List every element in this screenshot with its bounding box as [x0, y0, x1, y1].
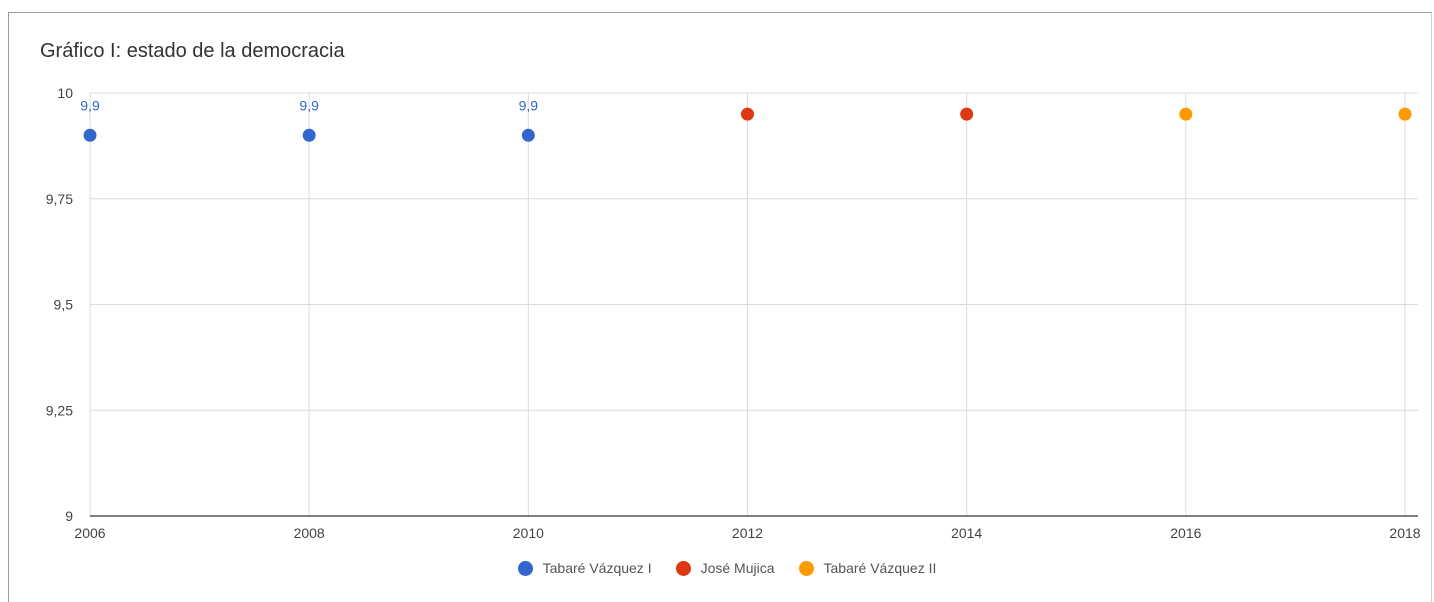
- data-point: [521, 128, 535, 142]
- horizontal-gridlines: [90, 92, 1418, 411]
- x-tick-label: 2006: [74, 525, 105, 541]
- legend-marker: [675, 560, 691, 576]
- y-tick-label: 10: [57, 85, 73, 101]
- data-point: [1179, 107, 1193, 121]
- legend-item[interactable]: José Mujica: [675, 560, 775, 576]
- legend-label: Tabaré Vázquez II: [823, 560, 937, 576]
- legend-item[interactable]: Tabaré Vázquez II: [798, 560, 937, 576]
- data-label: 9,9: [519, 97, 539, 113]
- data-point: [83, 128, 97, 142]
- y-tick-label: 9,75: [46, 191, 73, 207]
- data-points: [83, 107, 1412, 142]
- chart-legend: Tabaré Vázquez I José Mujica Tabaré Vázque…: [0, 556, 1434, 580]
- x-tick-label: 2018: [1389, 525, 1420, 541]
- data-label: 9,9: [80, 97, 100, 113]
- y-tick-label: 9: [65, 508, 73, 524]
- legend-label: José Mujica: [700, 560, 775, 576]
- x-tick-label: 2016: [1170, 525, 1201, 541]
- legend-marker: [517, 560, 533, 576]
- x-tick-labels: 2006 2008 2010 2012 2014 2016 2018: [74, 525, 1420, 541]
- legend-item[interactable]: Tabaré Vázquez I: [517, 560, 652, 576]
- legend-marker: [798, 560, 814, 576]
- chart-frame: [8, 12, 1432, 602]
- x-tick-label: 2010: [513, 525, 544, 541]
- data-point: [1398, 107, 1412, 121]
- x-tick-label: 2008: [294, 525, 325, 541]
- data-point: [741, 107, 754, 121]
- data-label: 9,9: [299, 97, 319, 113]
- x-tick-label: 2014: [951, 525, 982, 541]
- data-point: [302, 128, 316, 142]
- y-tick-label: 9,25: [46, 402, 73, 418]
- data-labels: 9,9 9,9 9,9: [80, 97, 538, 113]
- y-tick-labels: 9 9,25 9,5 9,75 10: [46, 85, 73, 524]
- y-tick-label: 9,5: [54, 297, 74, 313]
- vertical-gridlines: [89, 93, 1406, 516]
- data-point: [960, 107, 974, 121]
- legend-label: Tabaré Vázquez I: [542, 560, 652, 576]
- x-tick-label: 2012: [732, 525, 763, 541]
- chart-title: Gráfico I: estado de la democracia: [40, 40, 345, 62]
